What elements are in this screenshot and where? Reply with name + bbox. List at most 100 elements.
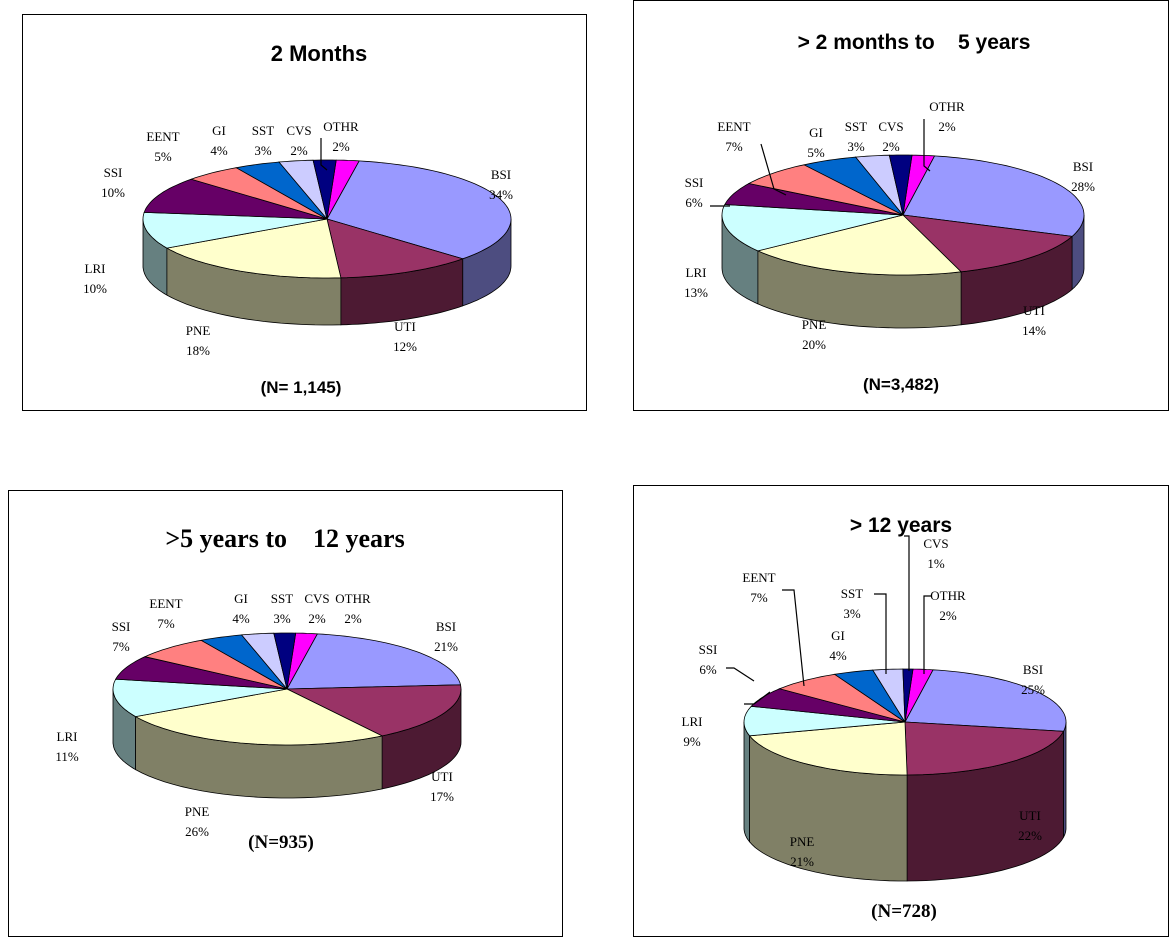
slice-label-gi: GI [234,591,248,606]
chart-panel-5-to-12-years: >5 years to 12 years OTHR 2% BSI 21% UTI 17% P… [8,490,563,937]
slice-sst [278,159,328,220]
slice-label-bsi: BSI [436,619,456,634]
slice-label-lri: LRI [85,261,106,276]
pie-slices [743,668,1067,882]
slice-percent-sst: 3% [847,139,865,154]
slice-label-ssi: SSI [112,619,131,634]
slice-pne [134,688,384,746]
slice-label-gi: GI [212,123,226,138]
slice-gi [200,634,288,690]
slice-label-ssi: SSI [699,642,718,657]
slice-label-lri: LRI [682,714,703,729]
slice-labels: OTHR 2% BSI 34% UTI 12% PNE 18% LRI 10% SSI 10% EENT… [83,119,513,358]
slice-percent-cvs: 1% [927,556,945,571]
slice-percent-bsi: 25% [1021,682,1045,697]
pie-chart: OTHR 2% BSI 25% UTI 22% PNE 21% LRI 9% SSI 6% EENT 7%… [682,514,1067,922]
slice-ssi [115,656,288,690]
chart-title: > 2 months to 5 years [798,31,1031,54]
slice-label-sst: SST [841,586,863,601]
leader-line [726,667,755,682]
sample-size-note: (N=728) [871,901,937,922]
slice-percent-bsi: 28% [1071,179,1095,194]
leader-line [744,691,771,705]
slice-percent-uti: 17% [430,789,454,804]
slice-label-sst: SST [271,591,293,606]
sample-size-note: (N= 1,145) [261,378,342,397]
slice-percent-pne: 20% [802,337,826,352]
slice-label-pne: PNE [790,834,815,849]
leader-line [782,589,805,687]
slice-eent [747,164,904,216]
slice-percent-ssi: 6% [699,662,717,677]
slice-percent-pne: 18% [186,343,210,358]
slice-label-uti: UTI [431,769,453,784]
slice-uti [286,684,462,737]
slice-pne [165,218,342,279]
slice-percent-othr: 2% [344,611,362,626]
slice-label-lri: LRI [57,729,78,744]
slice-cvs [902,668,914,723]
chart-title: 2 Months [271,41,368,66]
slice-lri [112,678,288,718]
slice-label-othr: OTHR [335,591,371,606]
slice-percent-pne: 26% [185,824,209,839]
chart-title: >5 years to 12 years [165,524,404,553]
slice-label-gi: GI [809,125,823,140]
slice-ssi [143,178,328,220]
slice-eent [143,639,288,690]
sample-size-note: (N=935) [248,832,314,853]
slice-label-pne: PNE [802,317,827,332]
slice-label-uti: UTI [394,319,416,334]
slice-side-lri [743,722,750,843]
slice-percent-othr: 2% [939,608,957,623]
leader-line [923,595,931,674]
pie-chart: >5 years to 12 years OTHR 2% BSI 21% UTI 17% P… [55,524,462,853]
slice-label-bsi: BSI [1073,159,1093,174]
slice-gi [802,156,904,216]
slice-percent-bsi: 21% [434,639,458,654]
slice-percent-cvs: 2% [290,143,308,158]
slice-bsi [286,633,462,690]
leader-line [760,143,787,196]
slice-percent-sst: 3% [273,611,291,626]
slice-lri [743,705,906,737]
leader-line [904,535,910,671]
chart-title: > 12 years [850,514,952,537]
slice-percent-sst: 3% [254,143,272,158]
slice-uti [901,214,1074,273]
leader-line [923,119,931,172]
slice-percent-cvs: 2% [308,611,326,626]
slice-sst [854,154,904,216]
slice-label-bsi: BSI [491,167,511,182]
slice-label-cvs: CVS [286,123,311,138]
slice-label-pne: PNE [186,323,211,338]
slice-label-othr: OTHR [929,99,965,114]
chart-panel-2-months: 2 Months OTHR 2% BSI 34% UTI 12% PNE 18% LRI 10% S… [22,14,587,411]
slice-pne [756,214,962,276]
pie-slices [721,154,1085,329]
slice-sst [240,632,288,690]
slice-label-sst: SST [252,123,274,138]
slice-labels: OTHR 2% BSI 21% UTI 17% PNE 26% LRI 11% SSI 7% EENT 7… [55,591,458,839]
slice-percent-uti: 12% [393,339,417,354]
slice-percent-pne: 21% [790,854,814,869]
slice-uti [326,218,465,279]
chart-panel-2-months-to-5-years: > 2 months to 5 years OTHR 2% BSI 28% UTI 14%… [633,0,1169,411]
slice-label-cvs: CVS [878,119,903,134]
slice-lri [721,204,904,252]
slice-label-othr: OTHR [930,588,966,603]
slice-gi [235,161,328,220]
slice-percent-cvs: 2% [882,139,900,154]
slice-label-eent: EENT [742,570,775,585]
slice-percent-lri: 11% [55,749,79,764]
slice-percent-lri: 13% [684,285,708,300]
slice-bsi [904,669,1067,732]
slice-percent-lri: 9% [683,734,701,749]
leader-line [320,138,328,171]
slice-eent [778,673,906,723]
slice-label-uti: UTI [1019,808,1041,823]
slice-label-ssi: SSI [104,165,123,180]
slice-percent-lri: 10% [83,281,107,296]
slice-lri [142,211,328,249]
slice-label-sst: SST [845,119,867,134]
